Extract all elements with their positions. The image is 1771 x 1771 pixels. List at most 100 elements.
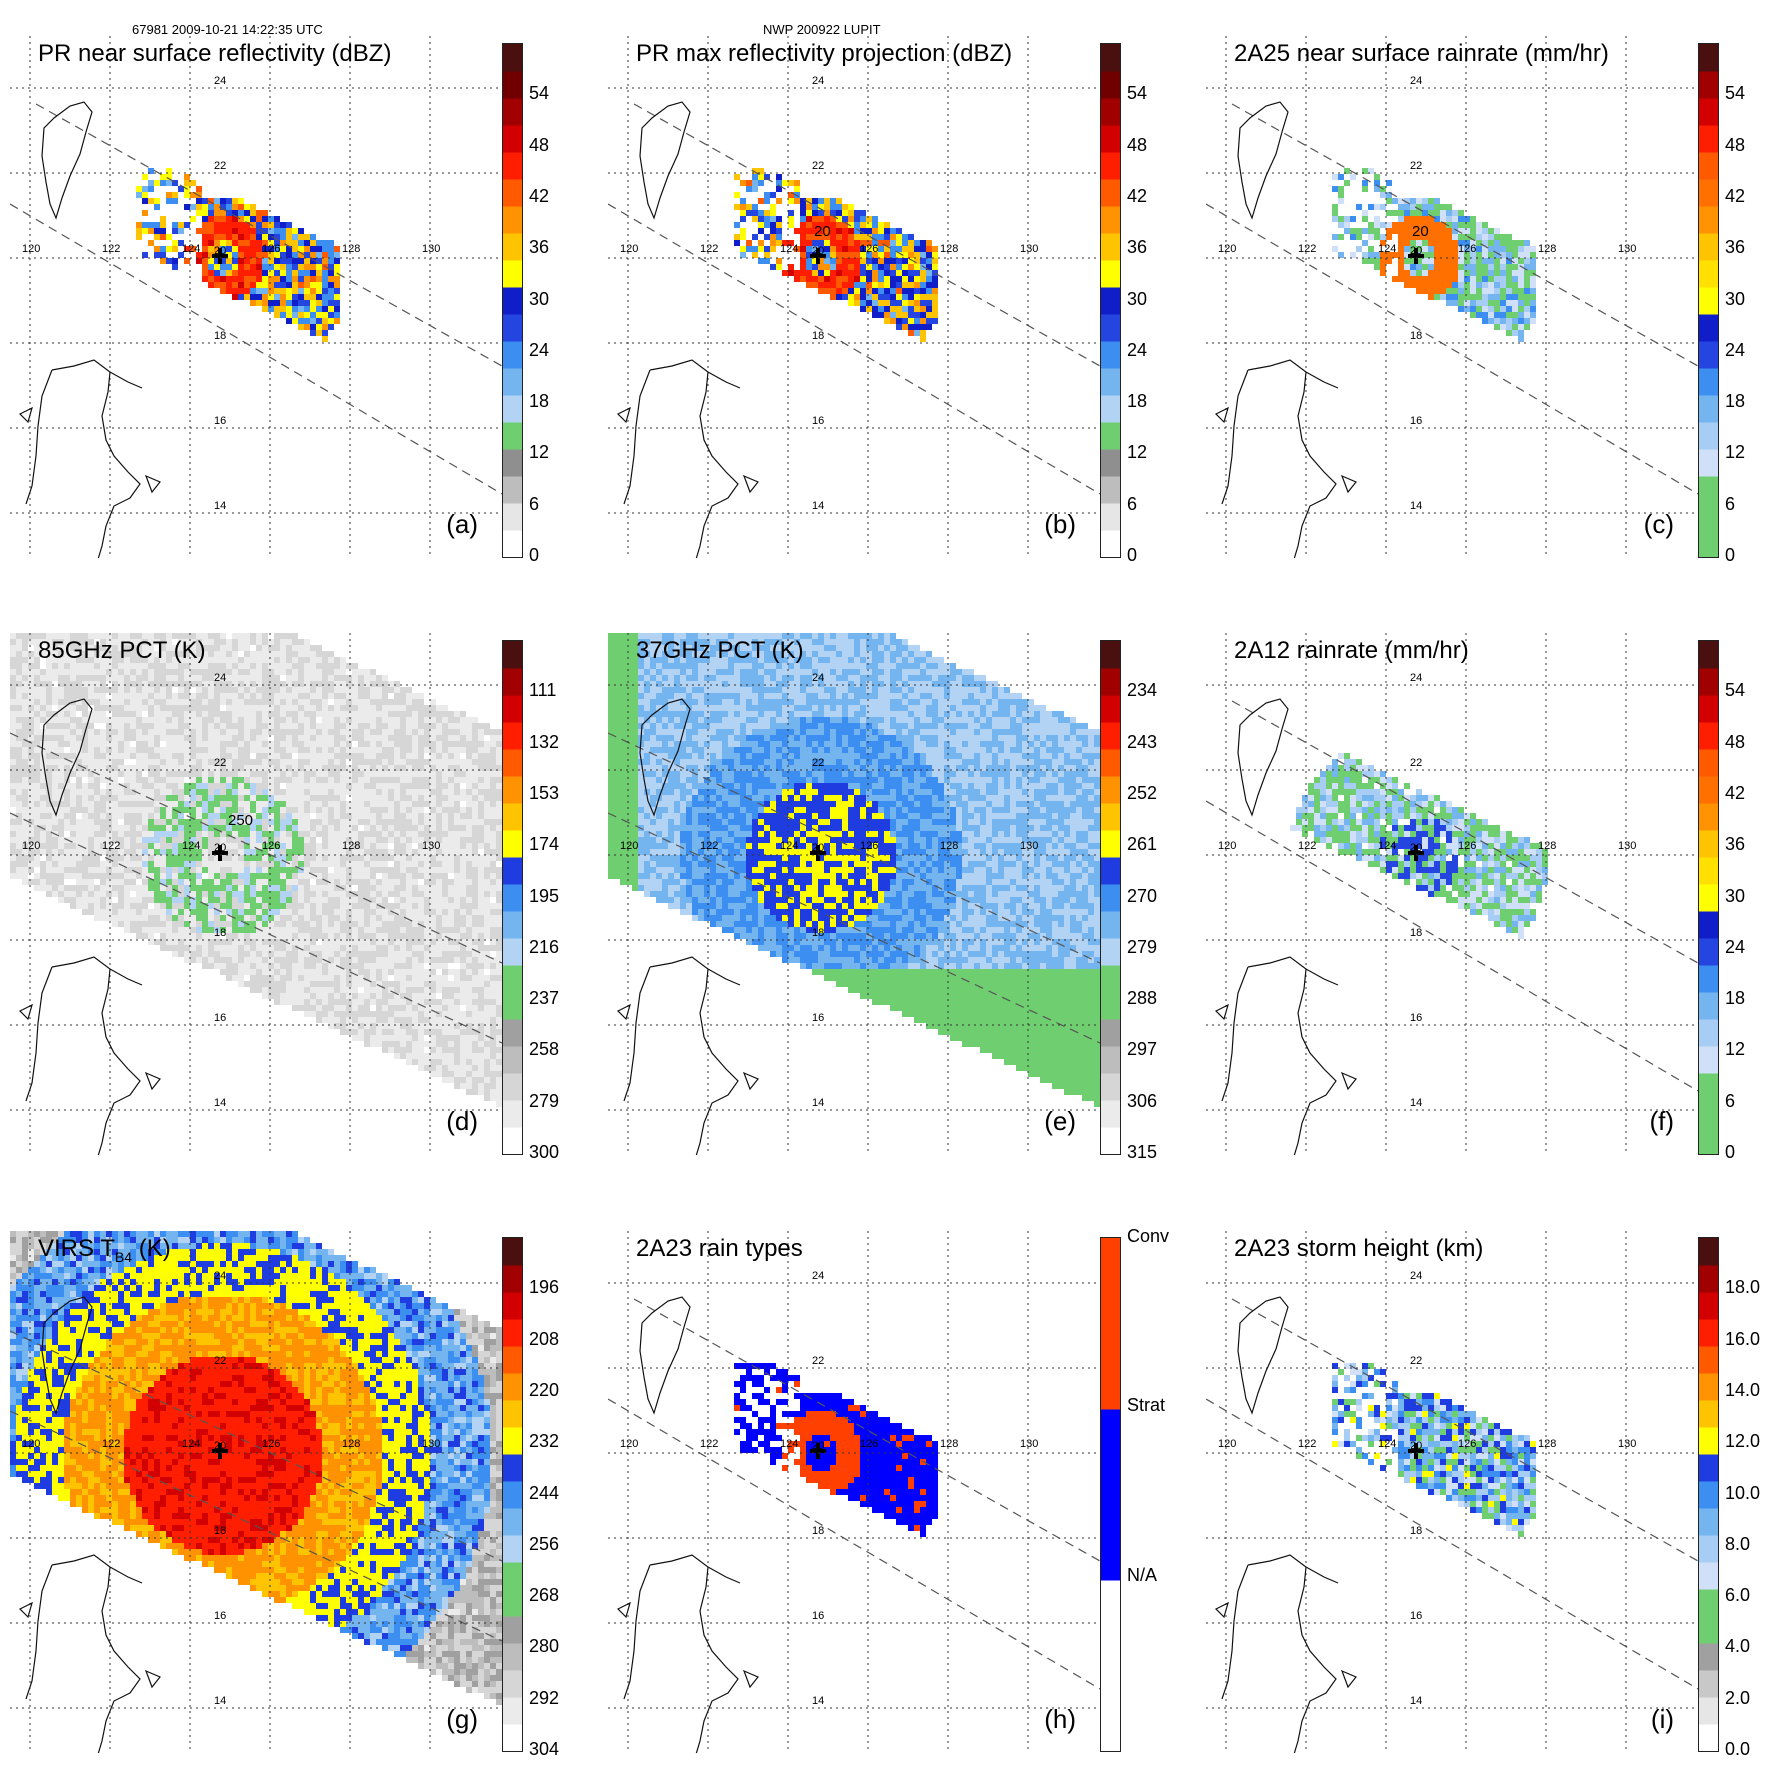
field-cell <box>166 783 172 789</box>
field-cell <box>1494 240 1500 246</box>
field-cell <box>262 240 268 246</box>
field-cell <box>286 879 292 885</box>
field-cell <box>106 891 112 897</box>
field-cell <box>346 867 352 873</box>
field-cell <box>130 843 136 849</box>
field-cell <box>190 735 196 741</box>
field-cell <box>1476 240 1482 246</box>
field-cell <box>812 282 818 288</box>
field-cell <box>70 873 76 879</box>
field-cell <box>250 246 256 252</box>
field-cell <box>196 783 202 789</box>
field-cell <box>382 777 388 783</box>
field-cell <box>238 747 244 753</box>
field-cell <box>316 663 322 669</box>
field-cell <box>1488 306 1494 312</box>
field-cell <box>394 711 400 717</box>
field-cell <box>322 867 328 873</box>
field-cell <box>878 270 884 276</box>
field-cell <box>286 276 292 282</box>
field-cell <box>64 669 70 675</box>
lat-tick-label: 22 <box>214 160 226 172</box>
field-cell <box>1338 252 1344 258</box>
field-cell <box>256 855 262 861</box>
field-cell <box>208 276 214 282</box>
field-cell <box>848 204 854 210</box>
field-cell <box>322 258 328 264</box>
field-cell <box>220 729 226 735</box>
field-cell <box>22 765 28 771</box>
field-cell <box>328 318 334 324</box>
field-cell <box>1524 288 1530 294</box>
field-cell <box>172 885 178 891</box>
field-cell <box>466 849 472 855</box>
field-cell <box>1530 246 1536 252</box>
field-cell <box>466 879 472 885</box>
field-cell <box>304 771 310 777</box>
field-cell <box>884 252 890 258</box>
field-cell <box>896 312 902 318</box>
field-cell <box>1458 264 1464 270</box>
field-cell <box>752 180 758 186</box>
field-cell <box>154 741 160 747</box>
field-cell <box>830 258 836 264</box>
field-cell <box>148 861 154 867</box>
field-cell <box>280 759 286 765</box>
field-cell <box>436 819 442 825</box>
field-cell <box>490 831 496 837</box>
field-cell <box>244 639 250 645</box>
field-cell <box>238 765 244 771</box>
field-cell <box>448 753 454 759</box>
field-cell <box>400 879 406 885</box>
field-cell <box>64 765 70 771</box>
field-cell <box>304 669 310 675</box>
field-cell <box>76 687 82 693</box>
field-cell <box>130 729 136 735</box>
field-cell <box>274 861 280 867</box>
field-cell <box>46 705 52 711</box>
field-cell <box>232 789 238 795</box>
field-cell <box>370 681 376 687</box>
field-cell <box>238 735 244 741</box>
field-cell <box>172 258 178 264</box>
field-cell <box>448 747 454 753</box>
field-cell <box>262 879 268 885</box>
field-cell <box>920 306 926 312</box>
field-cell <box>388 729 394 735</box>
field-cell <box>316 330 322 336</box>
field-cell <box>184 837 190 843</box>
field-cell <box>400 777 406 783</box>
field-cell <box>1530 264 1536 270</box>
field-cell <box>376 723 382 729</box>
field-cell <box>866 264 872 270</box>
field-cell <box>52 789 58 795</box>
field-cell <box>16 687 22 693</box>
field-cell <box>896 246 902 252</box>
field-cell <box>298 240 304 246</box>
panel-title: PR max reflectivity projection (dBZ) <box>636 40 1012 68</box>
field-cell <box>184 879 190 885</box>
field-cell <box>154 849 160 855</box>
field-cell <box>388 747 394 753</box>
field-cell <box>418 747 424 753</box>
field-cell <box>292 675 298 681</box>
field-cell <box>866 288 872 294</box>
field-cell <box>836 288 842 294</box>
field-cell <box>746 186 752 192</box>
field-cell <box>1512 282 1518 288</box>
field-cell <box>292 264 298 270</box>
field-cell <box>232 837 238 843</box>
field-cell <box>860 210 866 216</box>
field-cell <box>82 753 88 759</box>
field-cell <box>28 831 34 837</box>
field-cell <box>382 849 388 855</box>
field-cell <box>1434 198 1440 204</box>
field-cell <box>280 879 286 885</box>
field-cell <box>328 753 334 759</box>
field-cell <box>112 651 118 657</box>
field-cell <box>172 633 178 639</box>
field-cell <box>1512 276 1518 282</box>
field-cell <box>328 741 334 747</box>
field-cell <box>322 753 328 759</box>
field-cell <box>1332 210 1338 216</box>
